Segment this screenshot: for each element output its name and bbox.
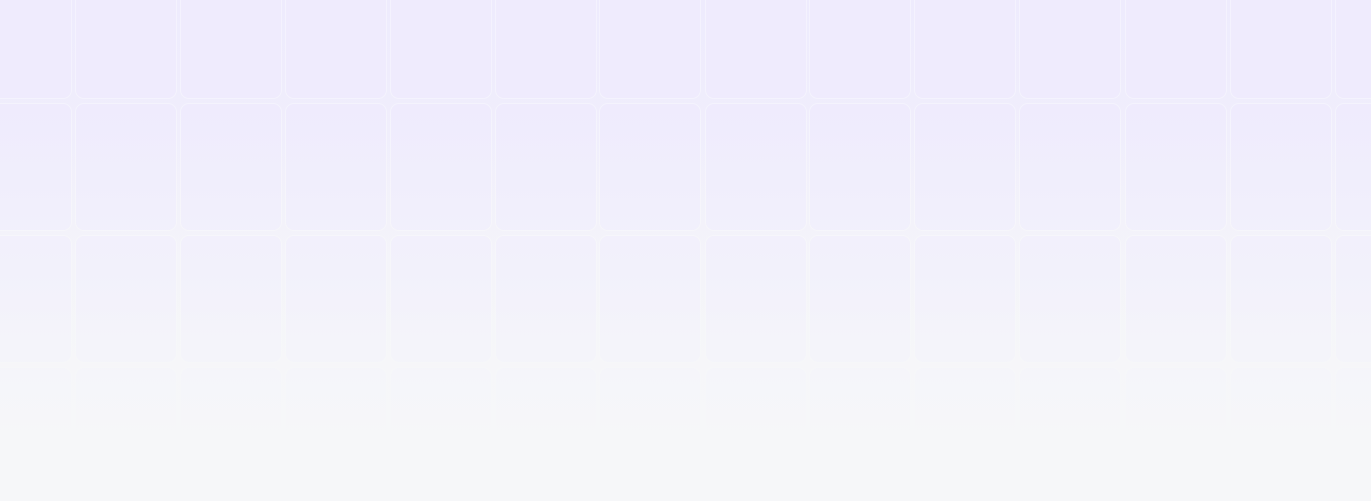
grid-tile [600,104,700,230]
grid-tile [1020,0,1120,98]
grid-tile [1126,368,1226,494]
grid-tile [706,236,806,362]
grid-tile [1231,104,1331,230]
grid-tile [286,368,386,494]
grid-tile [391,0,491,98]
grid-tile [915,236,1015,362]
grid-tile [0,104,71,230]
grid-tile [286,236,386,362]
grid-tile [1020,104,1120,230]
grid-tile [1336,0,1371,98]
grid-tile [181,104,281,230]
grid-tile [706,104,806,230]
grid-tile [496,104,596,230]
grid-tile [1126,0,1226,98]
grid-tile [181,368,281,494]
grid-tile [76,368,176,494]
grid-tile [391,236,491,362]
grid-tile [76,236,176,362]
grid-tile [706,368,806,494]
grid-tile [0,236,71,362]
grid-tile [600,368,700,494]
grid-tile [1231,0,1331,98]
grid-tile [181,236,281,362]
grid-tile [496,368,596,494]
grid-tile [810,104,910,230]
grid-tile [915,368,1015,494]
grid-tile [1126,236,1226,362]
grid-tile [1231,368,1331,494]
grid-tile [810,0,910,98]
grid-tile [0,368,71,494]
grid-tile [600,236,700,362]
grid-tile [915,104,1015,230]
grid-tile [1020,236,1120,362]
grid-tile [391,104,491,230]
grid-tile [391,368,491,494]
grid-tile [915,0,1015,98]
grid-tile [1336,104,1371,230]
grid-tile [286,0,386,98]
grid-tile [1231,236,1331,362]
grid-tile [1126,104,1226,230]
grid-tile [1020,368,1120,494]
grid-tile [181,0,281,98]
grid-tile [496,236,596,362]
grid-tile [0,0,71,98]
grid-tile [810,368,910,494]
grid-tile [76,0,176,98]
grid-tile [76,104,176,230]
grid-tile [286,104,386,230]
grid-tile [1336,368,1371,494]
grid-tile [496,0,596,98]
grid-tile [600,0,700,98]
grid-tile [1336,236,1371,362]
grid-tile [810,236,910,362]
grid-tile [706,0,806,98]
